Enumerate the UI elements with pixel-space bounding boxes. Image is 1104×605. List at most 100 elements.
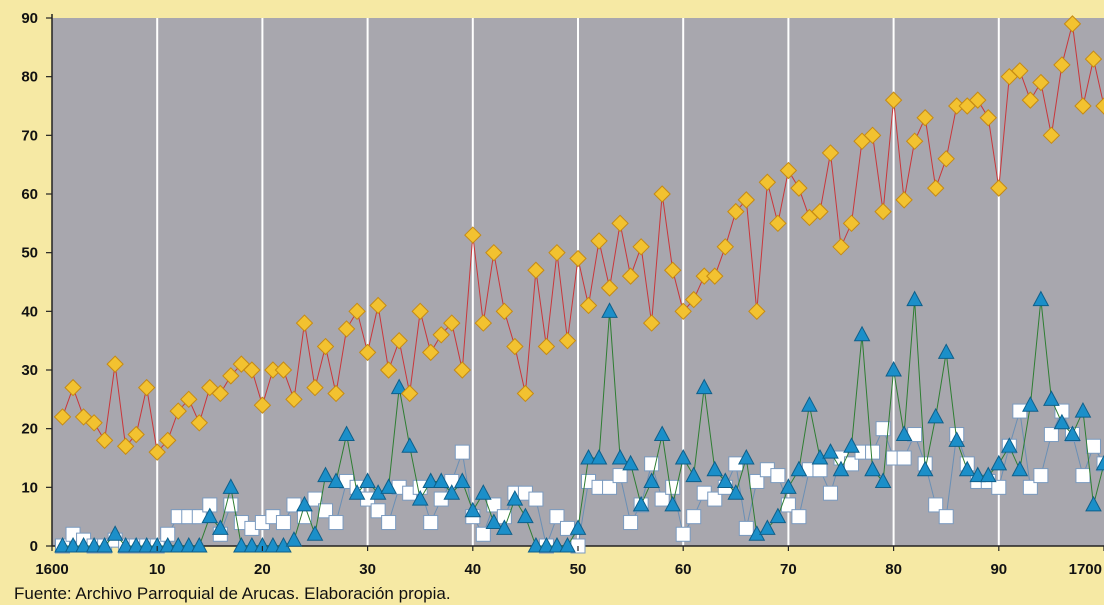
triangle-point	[674, 448, 692, 465]
source-note: Fuente: Archivo Parroquial de Arucas. El…	[14, 584, 451, 603]
triangle-point	[1032, 290, 1050, 307]
diamond-point	[821, 144, 840, 162]
triangle-point	[190, 536, 208, 553]
diamond-point	[64, 378, 82, 397]
diamond-point	[863, 126, 882, 145]
triangle-point	[643, 472, 660, 488]
triangle-point	[180, 536, 198, 553]
triangle-point	[380, 478, 397, 494]
diamond-point	[590, 232, 608, 250]
triangle-point	[85, 536, 103, 553]
triangle-point	[64, 536, 82, 553]
diamond-point	[422, 343, 440, 362]
diamond-point	[621, 267, 640, 285]
triangle-point	[611, 448, 629, 465]
triangle-point	[927, 407, 945, 424]
diamond-point	[1074, 97, 1092, 115]
diamond-point	[127, 425, 145, 444]
square-point	[275, 515, 291, 531]
triangle-point	[201, 507, 219, 524]
square-point	[381, 515, 397, 531]
triangle-point	[538, 536, 555, 553]
triangle-point	[622, 454, 639, 471]
triangle-point	[254, 536, 271, 553]
triangle-point	[506, 490, 524, 506]
diamond-point	[1084, 50, 1103, 68]
diamond-point	[190, 414, 208, 432]
diamond-point	[632, 238, 650, 256]
diamond-point	[306, 378, 324, 397]
x-tick-label: 1600	[35, 561, 68, 578]
triangle-point	[664, 495, 682, 512]
triangle-point	[75, 536, 92, 553]
triangle-point	[338, 425, 355, 442]
diamond-point	[663, 261, 682, 279]
diamond-point	[1011, 62, 1029, 80]
x-tick-label: 50	[570, 561, 587, 578]
diamond-series	[53, 15, 1104, 461]
diamond-point	[379, 361, 398, 379]
triangle-point	[874, 472, 892, 488]
diamond-point	[1063, 15, 1082, 33]
diamond-point	[495, 302, 514, 321]
triangle-point	[769, 507, 787, 524]
diamond-point	[516, 384, 535, 403]
square-point	[991, 479, 1007, 495]
triangle-point	[422, 472, 440, 488]
diamond-point	[348, 302, 366, 321]
triangle-point	[1011, 460, 1029, 477]
diamond-point	[769, 214, 787, 233]
triangle-point	[759, 519, 776, 535]
y-tick-label: 20	[21, 421, 38, 438]
diamond-point	[685, 290, 703, 309]
square-point	[528, 491, 544, 507]
y-tick-label: 90	[21, 10, 38, 27]
diamond-point	[926, 179, 945, 197]
triangle-point	[306, 525, 324, 541]
square-point	[675, 526, 691, 542]
triangle-point	[474, 484, 492, 500]
triangle-point	[832, 460, 850, 477]
triangle-point	[979, 466, 997, 483]
x-tick-label: 30	[359, 561, 376, 578]
triangle-point	[348, 484, 366, 500]
diamond-point	[400, 384, 419, 403]
diamond-point	[706, 267, 724, 285]
diamond-point	[969, 91, 987, 109]
triangle-point	[211, 519, 229, 535]
triangle-point	[127, 536, 145, 553]
x-tick-labels: 1600 10 20 30 40 50 60 70 80 90 1700	[35, 546, 1104, 578]
diamond-point	[169, 402, 187, 420]
square-point	[812, 462, 828, 478]
diamond-point	[653, 185, 671, 203]
diamond-point	[159, 431, 177, 450]
triangle-point	[685, 466, 703, 483]
diamond-point	[548, 243, 566, 262]
triangle-point	[1000, 437, 1018, 453]
diamond-point	[390, 331, 408, 350]
y-tick-label: 0	[30, 538, 38, 555]
triangle-point	[264, 536, 282, 553]
diamond-point	[758, 173, 777, 191]
triangle-point	[169, 536, 187, 553]
square-point	[1033, 468, 1049, 484]
triangle-point	[1074, 402, 1092, 418]
diamond-point	[85, 414, 103, 432]
triangle-point	[527, 536, 545, 553]
diamond-point	[1021, 91, 1040, 109]
square-point	[307, 491, 323, 507]
square-point	[486, 497, 502, 513]
triangle-point	[1085, 495, 1102, 512]
triangle-point	[969, 466, 987, 483]
triangle-point	[411, 490, 429, 506]
triangle-point	[801, 396, 818, 412]
diamond-point	[453, 361, 471, 379]
diamond-point	[842, 214, 861, 233]
triangle-point	[464, 501, 482, 518]
diamond-point	[527, 261, 545, 279]
diamond-point	[790, 179, 808, 197]
x-tick-label: 60	[675, 561, 692, 578]
diamond-point	[674, 302, 692, 321]
diamond-point	[569, 249, 587, 268]
